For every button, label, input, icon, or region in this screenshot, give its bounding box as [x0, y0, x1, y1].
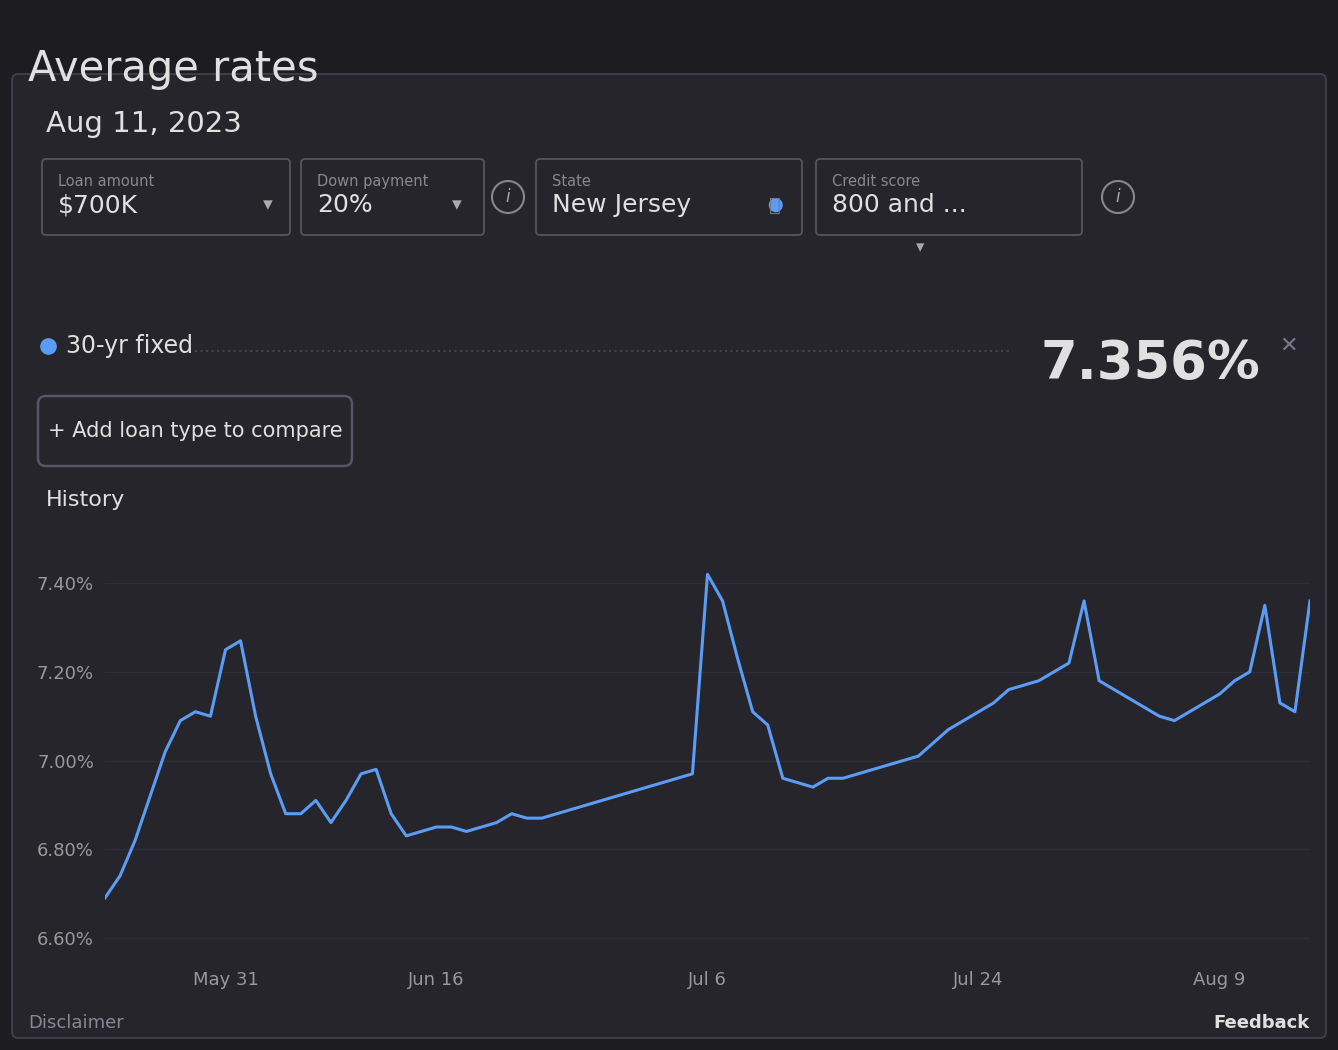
FancyBboxPatch shape	[301, 159, 484, 235]
Text: 800 and ...: 800 and ...	[832, 193, 967, 217]
Text: Credit score: Credit score	[832, 174, 921, 189]
Text: $700K: $700K	[58, 193, 138, 217]
Text: ▾: ▾	[264, 195, 273, 214]
Circle shape	[492, 181, 524, 213]
Text: New Jersey: New Jersey	[553, 193, 692, 217]
Text: ⬤: ⬤	[767, 197, 783, 212]
Text: History: History	[45, 490, 126, 510]
Circle shape	[1103, 181, 1135, 213]
FancyBboxPatch shape	[816, 159, 1082, 235]
Text: Down payment: Down payment	[317, 174, 428, 189]
Text: Feedback: Feedback	[1214, 1014, 1310, 1032]
FancyBboxPatch shape	[41, 159, 290, 235]
FancyBboxPatch shape	[537, 159, 801, 235]
FancyBboxPatch shape	[12, 74, 1326, 1038]
Text: Loan amount: Loan amount	[58, 174, 154, 189]
Text: State: State	[553, 174, 591, 189]
Text: 20%: 20%	[317, 193, 372, 217]
FancyBboxPatch shape	[37, 396, 352, 466]
Text: Disclaimer: Disclaimer	[28, 1014, 123, 1032]
Text: Average rates: Average rates	[28, 48, 318, 90]
Text: 30-yr fixed: 30-yr fixed	[66, 334, 193, 358]
Text: ▾: ▾	[452, 195, 462, 214]
Text: i: i	[1116, 188, 1120, 206]
Text: 7.356%: 7.356%	[1040, 338, 1260, 390]
Text: + Add loan type to compare: + Add loan type to compare	[48, 421, 343, 441]
Text: i: i	[506, 188, 510, 206]
Text: 📍: 📍	[769, 195, 781, 214]
Text: ✕: ✕	[1279, 336, 1298, 356]
Text: ▾: ▾	[915, 238, 925, 256]
Text: Aug 11, 2023: Aug 11, 2023	[45, 110, 242, 138]
